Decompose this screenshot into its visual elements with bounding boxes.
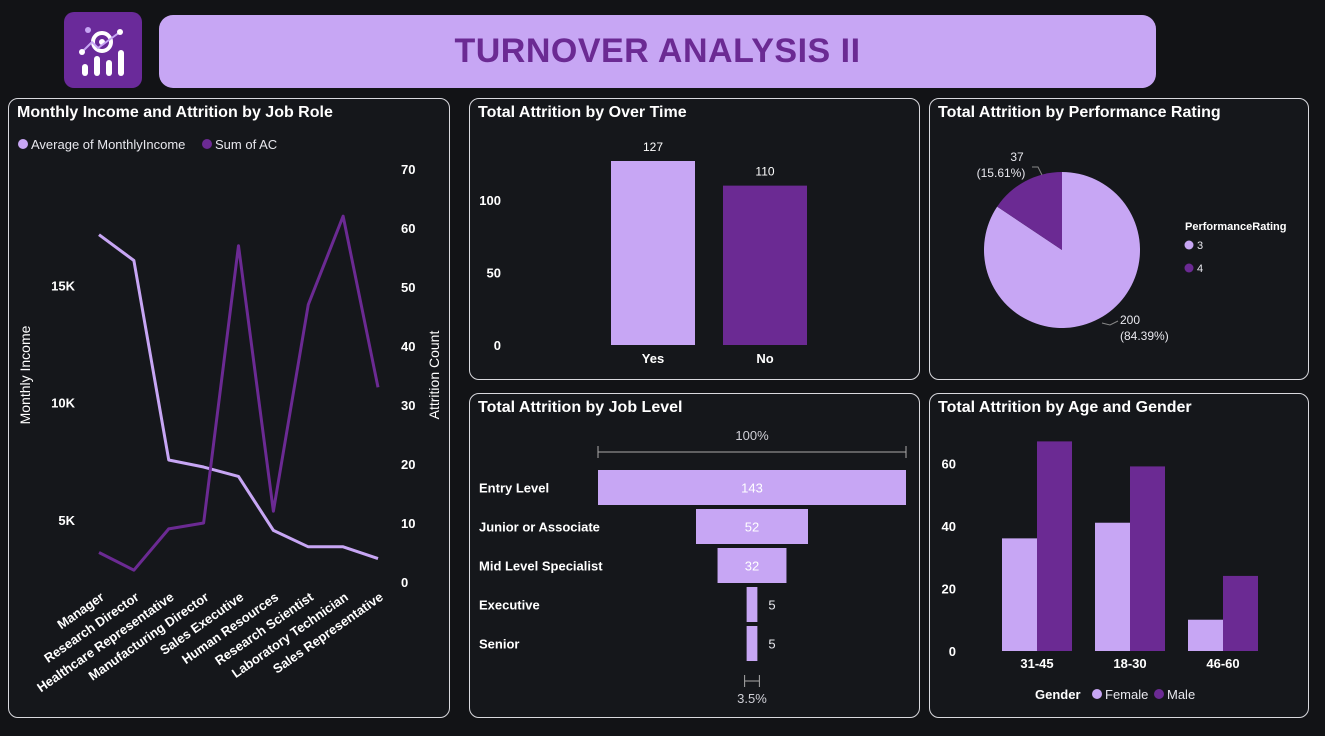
y-tick: 40 bbox=[942, 519, 956, 534]
data-label: 127 bbox=[643, 140, 663, 154]
funnel-value-label: 52 bbox=[745, 520, 759, 535]
bar-male-31-45 bbox=[1037, 441, 1072, 651]
x-tick-label: 31-45 bbox=[1020, 656, 1053, 671]
y-tick: 0 bbox=[494, 338, 501, 353]
funnel-value-label: 5 bbox=[768, 598, 775, 613]
pie-leader-line bbox=[1101, 320, 1119, 326]
legend-label-income: Average of MonthlyIncome bbox=[31, 137, 185, 152]
funnel-value-label: 32 bbox=[745, 559, 759, 574]
x-tick-label: Yes bbox=[642, 351, 664, 366]
legend-label-4: 4 bbox=[1197, 263, 1203, 275]
y-right-tick: 60 bbox=[401, 221, 415, 236]
y-left-tick: 15K bbox=[51, 278, 75, 293]
y-right-tick: 50 bbox=[401, 280, 415, 295]
funnel-bar bbox=[717, 548, 787, 583]
funnel-value-label: 143 bbox=[741, 481, 763, 496]
y-right-tick: 20 bbox=[401, 457, 415, 472]
y-left-tick: 10K bbox=[51, 396, 75, 411]
pie-slice-rating-4 bbox=[997, 172, 1062, 250]
funnel-value-label: 5 bbox=[768, 637, 775, 652]
panel-title-overtime: Total Attrition by Over Time bbox=[478, 104, 687, 121]
x-tick-label: 46-60 bbox=[1206, 656, 1239, 671]
joblevel-chart: 100% Entry Level 143 Junior or Associate 52 M… bbox=[479, 428, 907, 706]
legend-title: Gender bbox=[1035, 687, 1081, 702]
line-series-monthly-income bbox=[98, 233, 379, 560]
bar-overtime-no bbox=[723, 185, 807, 345]
y-tick: 60 bbox=[942, 456, 956, 471]
panel-income: Monthly Income and Attrition by Job Role… bbox=[8, 98, 450, 718]
funnel-bar bbox=[598, 470, 906, 505]
analytics-gear-icon bbox=[79, 27, 124, 76]
y-tick: 50 bbox=[487, 266, 501, 281]
x-tick-label: No bbox=[756, 351, 773, 366]
panel-title-performance: Total Attrition by Performance Rating bbox=[938, 104, 1221, 121]
legend-label-attrition: Sum of AC bbox=[215, 137, 277, 152]
pie-value-label: 37 bbox=[1010, 150, 1024, 164]
legend-label-male: Male bbox=[1167, 687, 1195, 702]
y-tick: 100 bbox=[479, 193, 501, 208]
y-right-tick: 40 bbox=[401, 339, 415, 354]
panel-overtime: Total Attrition by Over Time 100 50 0 127 Ye… bbox=[469, 98, 920, 380]
funnel-top-percent: 100% bbox=[735, 428, 769, 443]
funnel-bar bbox=[746, 626, 758, 661]
y-right-tick: 30 bbox=[401, 398, 415, 413]
pie-value-label: 200 bbox=[1120, 313, 1140, 327]
panel-title-agegender: Total Attrition by Age and Gender bbox=[938, 399, 1192, 416]
bar-male-18-30 bbox=[1130, 466, 1165, 651]
x-tick-label: Healthcare Representative bbox=[34, 589, 176, 695]
funnel-bar bbox=[696, 509, 808, 544]
panel-performance: Total Attrition by Performance Rating 37… bbox=[929, 98, 1309, 380]
bar-female-18-30 bbox=[1095, 522, 1130, 651]
y-right-tick: 70 bbox=[401, 162, 415, 177]
legend-label-female: Female bbox=[1105, 687, 1148, 702]
logo-tile bbox=[64, 12, 142, 88]
income-chart: Average of MonthlyIncome Sum of AC 15K 10K 5… bbox=[17, 137, 442, 695]
bar-male-46-60 bbox=[1223, 575, 1258, 651]
funnel-category-label: Executive bbox=[479, 598, 540, 613]
panel-title-income: Monthly Income and Attrition by Job Role bbox=[17, 104, 333, 121]
title-banner: TURNOVER ANALYSIS II bbox=[159, 15, 1156, 88]
y-right-tick: 10 bbox=[401, 516, 415, 531]
legend-marker-attrition bbox=[202, 139, 212, 149]
panel-joblevel: Total Attrition by Job Level 100% Entry L… bbox=[469, 393, 920, 718]
bar-overtime-yes bbox=[611, 161, 695, 345]
funnel-category-label: Junior or Associate bbox=[479, 520, 600, 535]
x-tick-label: 18-30 bbox=[1113, 656, 1146, 671]
legend-marker-female bbox=[1092, 689, 1102, 699]
funnel-bottom-percent: 3.5% bbox=[737, 691, 767, 706]
overtime-chart: 100 50 0 127 Yes 110 No bbox=[479, 140, 807, 366]
y-left-axis-label: Monthly Income bbox=[17, 325, 33, 424]
agegender-chart: 60 40 20 0 31-45 18-30 46-60 Gender Female Male bbox=[942, 441, 1258, 702]
y-tick: 20 bbox=[942, 581, 956, 596]
page-title: TURNOVER ANALYSIS II bbox=[454, 32, 861, 70]
funnel-category-label: Entry Level bbox=[479, 481, 549, 496]
legend-title: PerformanceRating bbox=[1185, 221, 1286, 233]
funnel-category-label: Mid Level Specialist bbox=[479, 559, 603, 574]
legend-marker-3 bbox=[1184, 240, 1194, 250]
y-right-tick: 0 bbox=[401, 575, 408, 590]
legend-marker-male bbox=[1154, 689, 1164, 699]
y-tick: 0 bbox=[949, 644, 956, 659]
line-series-attrition bbox=[98, 214, 380, 572]
y-left-tick: 5K bbox=[58, 513, 75, 528]
pie-leader-line bbox=[1032, 166, 1043, 176]
bar-female-46-60 bbox=[1188, 619, 1223, 651]
performance-chart: 37 (15.61%) 200 (84.39%) PerformanceRating 3 4 bbox=[977, 150, 1287, 343]
data-label: 110 bbox=[755, 165, 774, 179]
y-right-axis-label: Attrition Count bbox=[426, 331, 442, 420]
bar-female-31-45 bbox=[1002, 538, 1037, 651]
legend-label-3: 3 bbox=[1197, 240, 1203, 252]
panel-title-joblevel: Total Attrition by Job Level bbox=[478, 399, 683, 416]
legend-marker-income bbox=[18, 139, 28, 149]
funnel-category-label: Senior bbox=[479, 637, 519, 652]
panel-agegender: Total Attrition by Age and Gender 60 40 20… bbox=[929, 393, 1309, 718]
legend-marker-4 bbox=[1184, 263, 1194, 273]
funnel-bar bbox=[746, 587, 758, 622]
pie-percent-label: (84.39%) bbox=[1120, 329, 1169, 343]
pie-percent-label: (15.61%) bbox=[977, 166, 1026, 180]
